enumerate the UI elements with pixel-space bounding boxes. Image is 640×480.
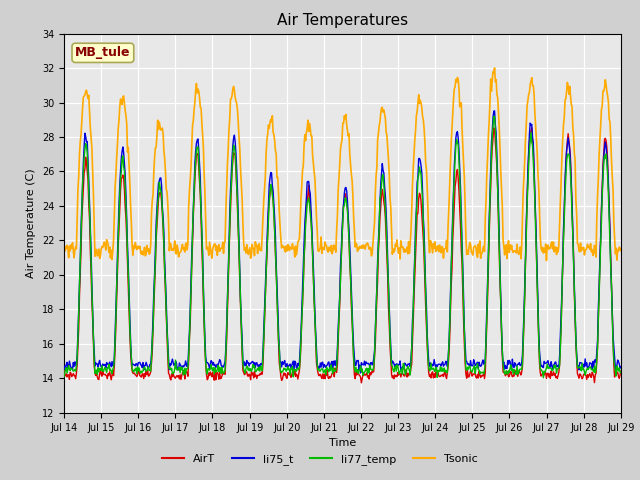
Title: Air Temperatures: Air Temperatures bbox=[277, 13, 408, 28]
X-axis label: Time: Time bbox=[329, 438, 356, 448]
Legend: AirT, li75_t, li77_temp, Tsonic: AirT, li75_t, li77_temp, Tsonic bbox=[157, 450, 483, 469]
Text: MB_tule: MB_tule bbox=[75, 47, 131, 60]
Y-axis label: Air Temperature (C): Air Temperature (C) bbox=[26, 168, 36, 278]
